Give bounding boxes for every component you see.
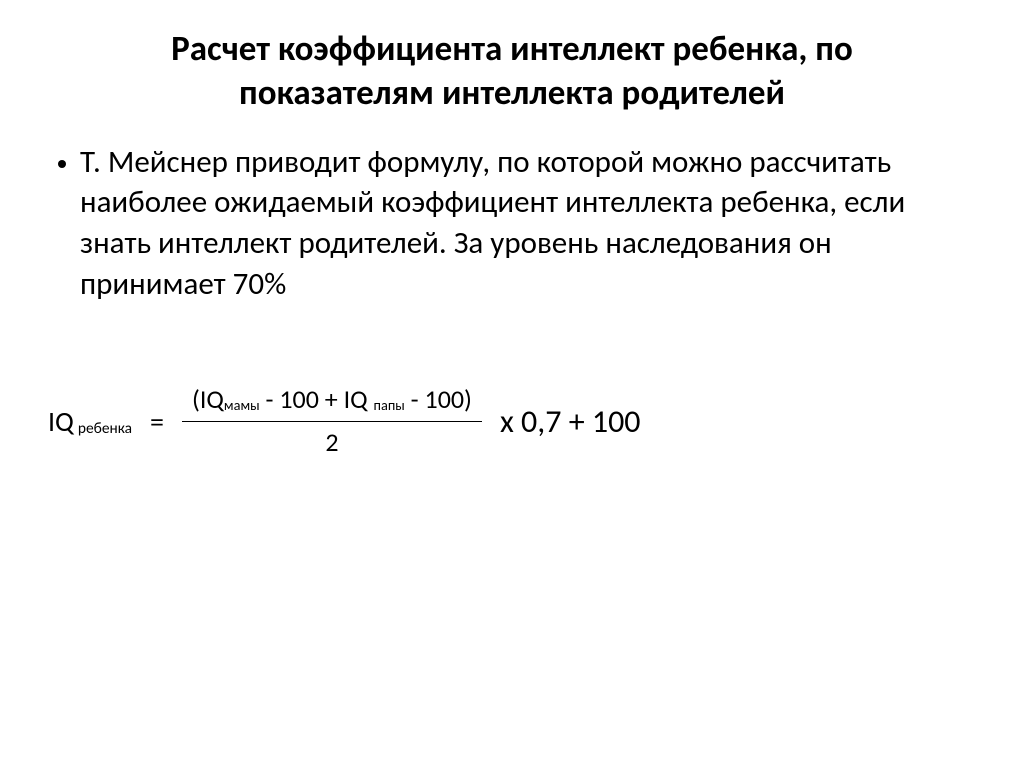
numerator-open: (IQ [192, 383, 224, 415]
formula: IQ ребенка = (IQмамы - 100 + IQ папы - 1… [46, 383, 978, 460]
formula-denominator: 2 [325, 422, 338, 460]
title-line-2: показателям интеллекта родителей [239, 72, 785, 114]
numerator-mid: - 100 + IQ [260, 383, 374, 415]
formula-lhs-iq: IQ [48, 404, 74, 439]
formula-tail: x 0,7 + 100 [500, 402, 641, 441]
bullet-dot-icon [58, 160, 66, 168]
formula-fraction: (IQмамы - 100 + IQ папы - 100) 2 [182, 383, 482, 460]
formula-numerator: (IQмамы - 100 + IQ папы - 100) [182, 383, 482, 421]
formula-lhs-sub: ребенка [78, 419, 132, 438]
slide-title: Расчет коэффициента интеллект ребенка, п… [46, 28, 978, 116]
slide-body: Т. Мейснер приводит формулу, по которой … [46, 142, 978, 306]
bullet-item: Т. Мейснер приводит формулу, по которой … [46, 142, 978, 306]
numerator-sub-mom: мамы [224, 396, 260, 414]
numerator-sub-dad: папы [374, 396, 405, 414]
formula-equals: = [150, 404, 164, 439]
slide: Расчет коэффициента интеллект ребенка, п… [0, 0, 1024, 767]
bullet-text: Т. Мейснер приводит формулу, по которой … [80, 142, 978, 306]
title-line-1: Расчет коэффициента интеллект ребенка, п… [171, 28, 853, 70]
formula-lhs: IQ ребенка [48, 404, 132, 439]
numerator-close: - 100) [405, 383, 472, 415]
